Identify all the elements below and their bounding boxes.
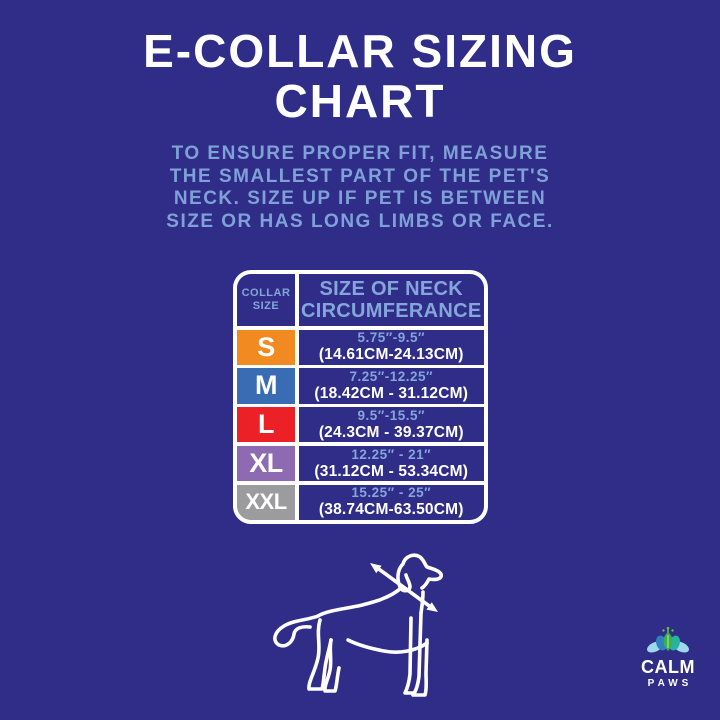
brand-name-calm: CALM: [641, 657, 695, 677]
header-neck-line1: SIZE OF NECK: [319, 278, 464, 300]
table-row-xxl-range: 15.25″ - 25″ (38.74CM-63.50CM): [298, 484, 484, 520]
page-title-line1: E-COLLAR SIZING: [143, 25, 577, 77]
size-badge-l-label: L: [258, 409, 275, 440]
size-badge-xxl: XXL: [237, 484, 295, 520]
header-collar-size: COLLAR SIZE: [237, 274, 295, 326]
fit-instructions-line: THE SMALLEST PART OF THE PET'S: [169, 165, 551, 187]
dog-outline-icon: [273, 553, 444, 697]
header-collar-size-line1: COLLAR: [241, 287, 291, 299]
header-neck-circumference: SIZE OF NECK CIRCUMFERANCE: [298, 274, 484, 326]
size-badge-xl: XL: [237, 445, 295, 482]
page-title: E-COLLAR SIZING CHART: [0, 26, 720, 126]
sizing-table: COLLAR SIZE SIZE OF NECK CIRCUMFERANCE S…: [233, 270, 488, 524]
lotus-icon: [647, 626, 689, 653]
size-badge-m: M: [237, 368, 295, 404]
range-cm: (24.3CM - 39.37CM): [318, 423, 464, 441]
dog-neck-measurement-illustration: [266, 548, 471, 716]
table-row-xl-range: 12.25″ - 21″ (31.12CM - 53.34CM): [298, 445, 484, 482]
size-badge-l: L: [237, 407, 295, 443]
range-inches: 15.25″ - 25″: [351, 485, 432, 501]
header-collar-size-line2: SIZE: [252, 300, 280, 312]
size-badge-s-label: S: [257, 331, 275, 362]
fit-instructions-line: SIZE OR HAS LONG LIMBS OR FACE.: [166, 210, 554, 232]
fit-instructions-line: NECK. SIZE UP IF PET IS BETWEEN: [173, 188, 547, 209]
size-badge-s: S: [237, 329, 295, 365]
brand-logo: CALM PAWS: [634, 626, 702, 690]
range-cm: (14.61CM-24.13CM): [318, 346, 464, 364]
range-inches: 9.5″-15.5″: [357, 407, 425, 423]
fit-instructions: TO ENSURE PROPER FIT, MEASURE THE SMALLE…: [0, 143, 720, 233]
measure-arrow-icon: [370, 563, 438, 612]
size-badge-xl-label: XL: [249, 448, 283, 479]
range-inches: 12.25″ - 21″: [351, 446, 432, 462]
range-cm: (38.74CM-63.50CM): [318, 501, 464, 519]
table-row-m-range: 7.25″-12.25″ (18.42CM - 31.12CM): [298, 368, 484, 404]
size-badge-m-label: M: [255, 370, 278, 401]
fit-instructions-line: TO ENSURE PROPER FIT, MEASURE: [171, 143, 549, 164]
range-inches: 7.25″-12.25″: [349, 368, 433, 384]
range-cm: (18.42CM - 31.12CM): [314, 384, 469, 402]
table-row-l-range: 9.5″-15.5″ (24.3CM - 39.37CM): [298, 407, 484, 443]
range-inches: 5.75″-9.5″: [357, 330, 425, 346]
page-title-line2: CHART: [274, 75, 446, 127]
table-row-s-range: 5.75″-9.5″ (14.61CM-24.13CM): [298, 329, 484, 365]
header-neck-line2: CIRCUMFERANCE: [300, 300, 482, 322]
range-cm: (31.12CM - 53.34CM): [314, 462, 469, 480]
brand-name-paws: PAWS: [647, 678, 693, 689]
size-badge-xxl-label: XXL: [245, 489, 287, 515]
